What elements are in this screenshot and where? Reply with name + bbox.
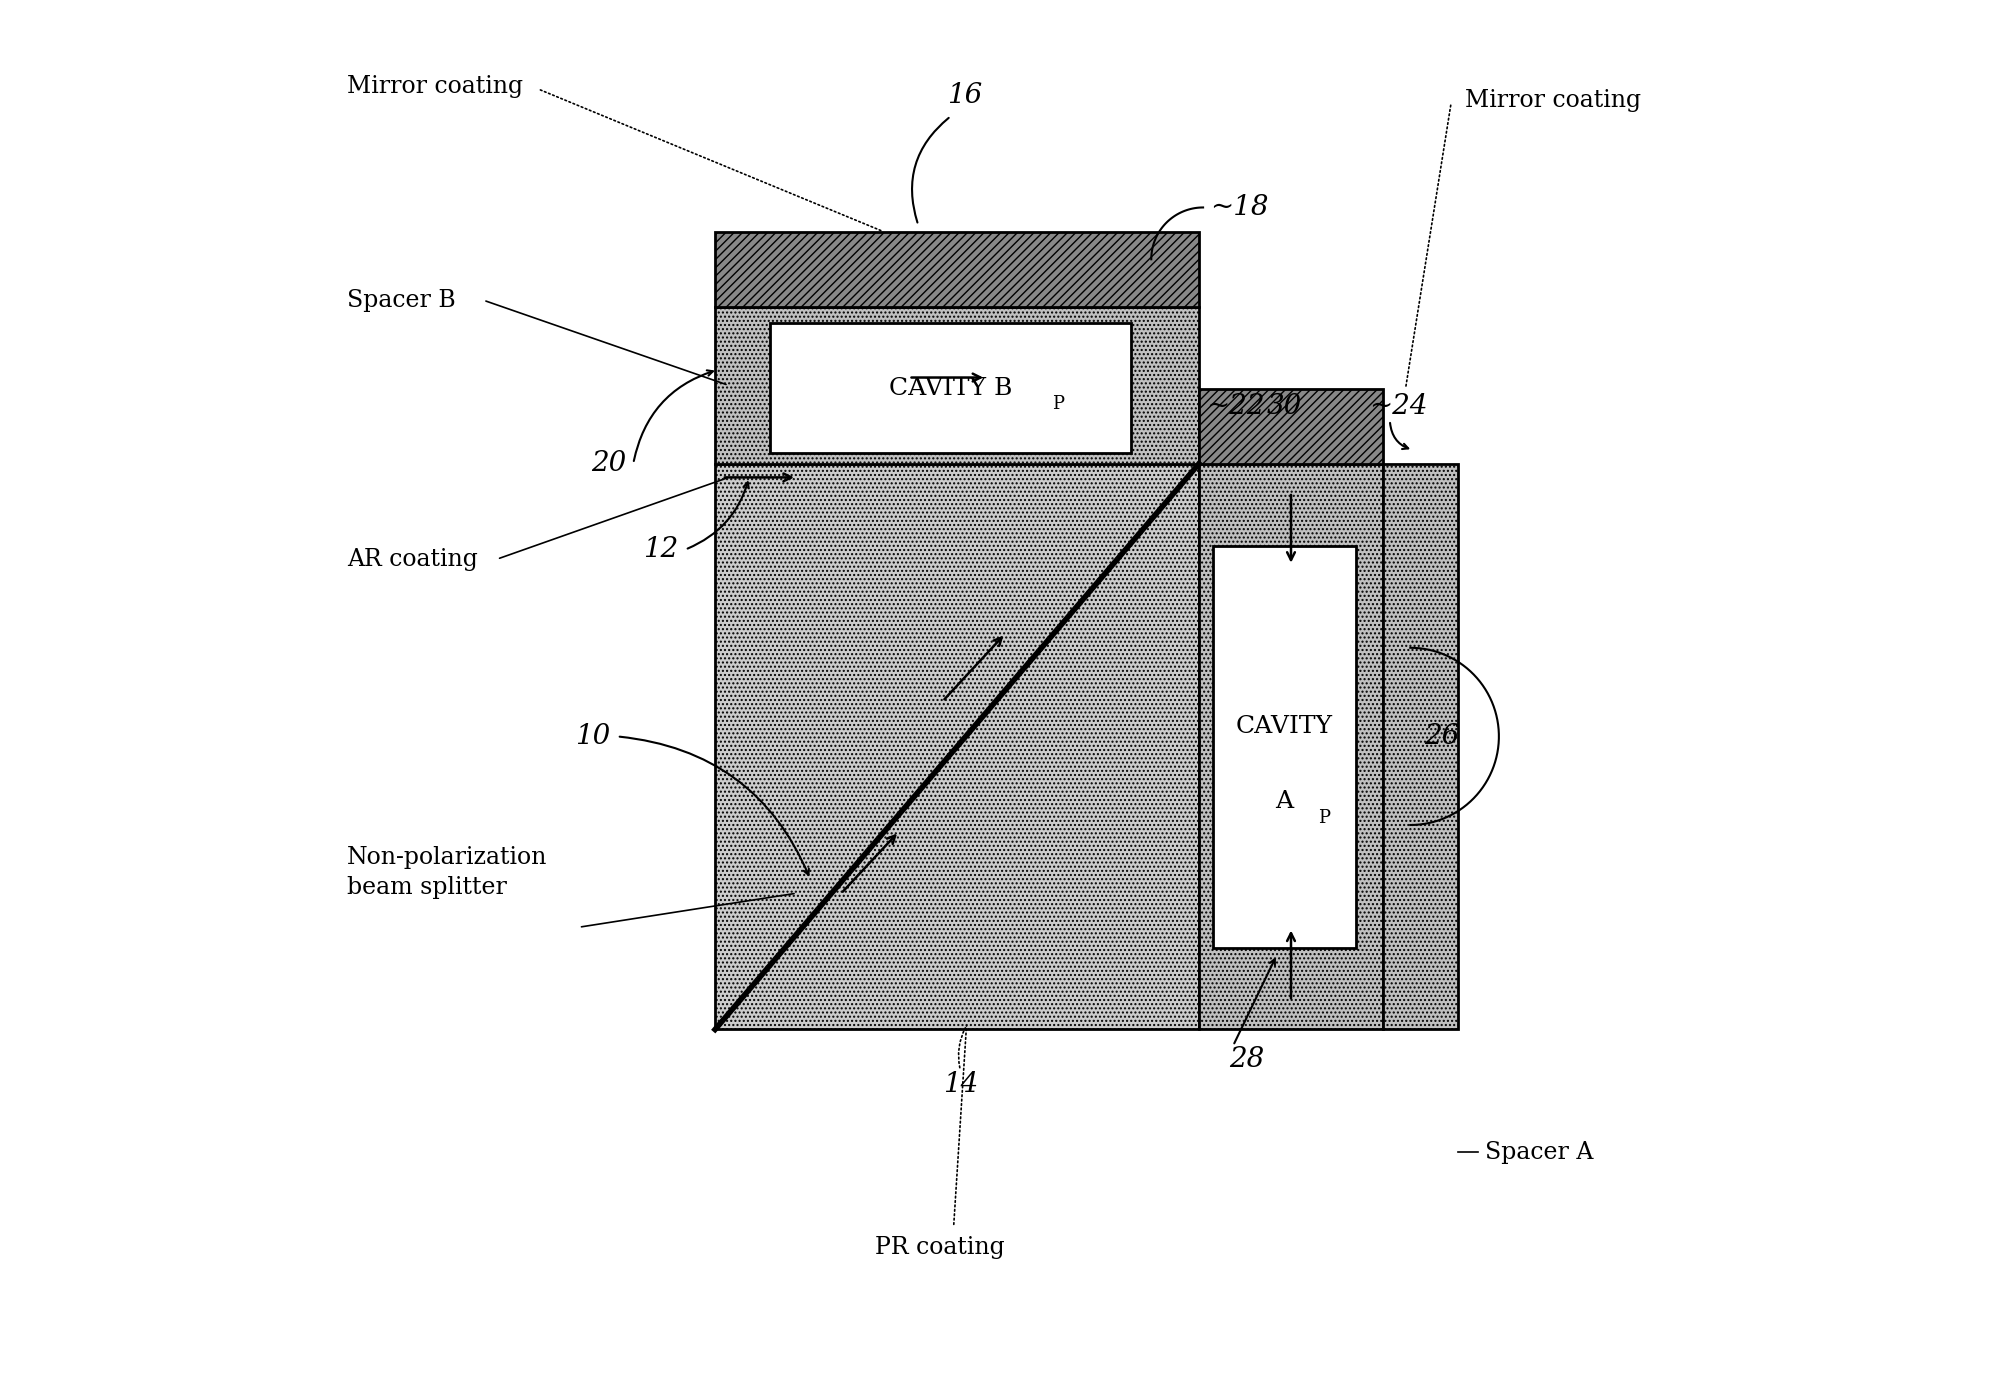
Bar: [1382, 463, 1458, 1029]
Bar: [714, 463, 1199, 1029]
Text: 30: 30: [1267, 394, 1303, 420]
Text: 14: 14: [943, 1071, 979, 1097]
Text: 12: 12: [642, 536, 678, 563]
Text: ~24: ~24: [1368, 394, 1428, 420]
Text: 16: 16: [947, 82, 983, 108]
Text: CAVITY B: CAVITY B: [889, 377, 1012, 399]
Text: Non-polarization
beam splitter: Non-polarization beam splitter: [346, 846, 547, 900]
Text: A: A: [1275, 790, 1293, 812]
Bar: [1213, 545, 1356, 947]
Bar: [770, 323, 1132, 453]
Text: Mirror coating: Mirror coating: [1464, 89, 1641, 111]
Text: ~18: ~18: [1209, 193, 1269, 221]
Text: 10: 10: [575, 723, 611, 750]
Bar: [1199, 388, 1382, 463]
Bar: [714, 232, 1199, 307]
Text: P: P: [1052, 395, 1064, 413]
Bar: [714, 307, 1199, 463]
Text: Spacer B: Spacer B: [346, 289, 455, 312]
Text: ~22: ~22: [1205, 394, 1265, 420]
Text: 28: 28: [1229, 1046, 1265, 1072]
Text: PR coating: PR coating: [875, 1237, 1004, 1259]
Text: 26: 26: [1424, 723, 1460, 750]
Text: Mirror coating: Mirror coating: [346, 75, 523, 99]
Text: AR coating: AR coating: [346, 548, 477, 570]
Text: CAVITY: CAVITY: [1235, 715, 1333, 739]
Bar: [1199, 463, 1382, 1029]
Text: 20: 20: [591, 451, 627, 477]
Text: Spacer A: Spacer A: [1486, 1141, 1593, 1164]
Text: P: P: [1319, 808, 1331, 826]
